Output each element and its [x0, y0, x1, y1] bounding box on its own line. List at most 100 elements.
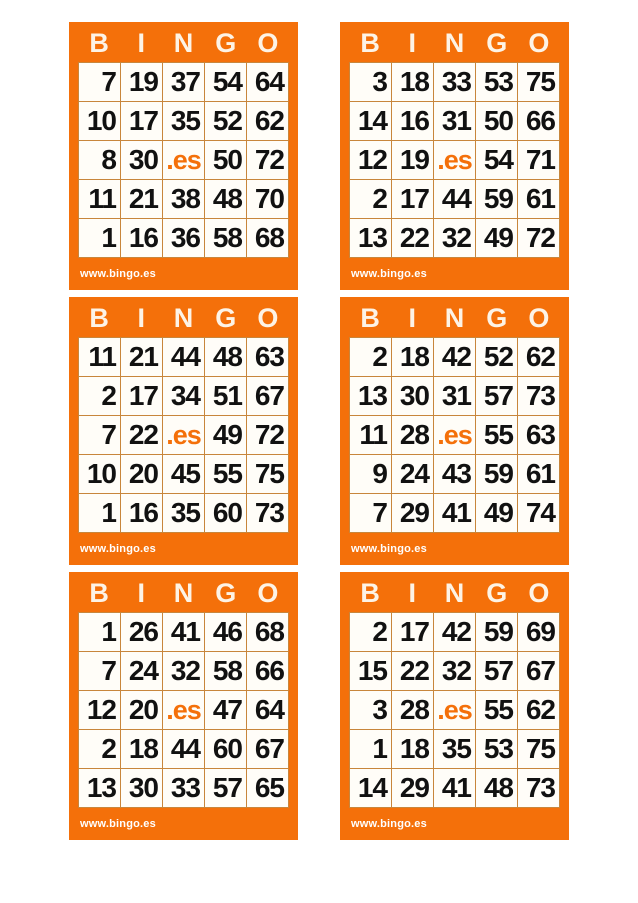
number-cell[interactable]: 71: [518, 141, 559, 179]
number-cell[interactable]: 49: [476, 494, 517, 532]
number-cell[interactable]: 67: [247, 730, 288, 768]
number-cell[interactable]: 17: [121, 377, 162, 415]
number-cell[interactable]: 24: [392, 455, 433, 493]
number-cell[interactable]: 11: [79, 338, 120, 376]
number-cell[interactable]: 28: [392, 691, 433, 729]
number-cell[interactable]: 64: [247, 63, 288, 101]
number-cell[interactable]: 1: [350, 730, 391, 768]
number-cell[interactable]: 30: [121, 769, 162, 807]
number-cell[interactable]: 54: [476, 141, 517, 179]
number-cell[interactable]: 48: [476, 769, 517, 807]
number-cell[interactable]: 49: [476, 219, 517, 257]
number-cell[interactable]: 75: [518, 730, 559, 768]
number-cell[interactable]: 10: [79, 455, 120, 493]
number-cell[interactable]: 21: [121, 338, 162, 376]
number-cell[interactable]: 57: [476, 377, 517, 415]
number-cell[interactable]: 30: [392, 377, 433, 415]
number-cell[interactable]: 51: [205, 377, 246, 415]
number-cell[interactable]: 17: [121, 102, 162, 140]
number-cell[interactable]: 46: [205, 613, 246, 651]
number-cell[interactable]: 72: [518, 219, 559, 257]
number-cell[interactable]: 11: [79, 180, 120, 218]
number-cell[interactable]: 1: [79, 494, 120, 532]
number-cell[interactable]: 54: [205, 63, 246, 101]
number-cell[interactable]: 14: [350, 769, 391, 807]
number-cell[interactable]: 20: [121, 691, 162, 729]
number-cell[interactable]: 62: [518, 691, 559, 729]
number-cell[interactable]: 19: [121, 63, 162, 101]
number-cell[interactable]: 73: [247, 494, 288, 532]
number-cell[interactable]: 73: [518, 769, 559, 807]
number-cell[interactable]: 44: [434, 180, 475, 218]
number-cell[interactable]: 12: [350, 141, 391, 179]
number-cell[interactable]: 3: [350, 691, 391, 729]
number-cell[interactable]: 12: [79, 691, 120, 729]
number-cell[interactable]: 72: [247, 141, 288, 179]
number-cell[interactable]: 75: [247, 455, 288, 493]
number-cell[interactable]: 58: [205, 652, 246, 690]
number-cell[interactable]: 67: [247, 377, 288, 415]
number-cell[interactable]: 70: [247, 180, 288, 218]
number-cell[interactable]: 55: [476, 691, 517, 729]
number-cell[interactable]: 68: [247, 613, 288, 651]
number-cell[interactable]: 41: [434, 494, 475, 532]
number-cell[interactable]: 57: [476, 652, 517, 690]
number-cell[interactable]: 7: [350, 494, 391, 532]
number-cell[interactable]: 32: [434, 219, 475, 257]
number-cell[interactable]: 18: [392, 730, 433, 768]
number-cell[interactable]: 34: [163, 377, 204, 415]
number-cell[interactable]: 57: [205, 769, 246, 807]
number-cell[interactable]: 62: [247, 102, 288, 140]
number-cell[interactable]: 36: [163, 219, 204, 257]
number-cell[interactable]: 2: [350, 338, 391, 376]
number-cell[interactable]: 72: [247, 416, 288, 454]
number-cell[interactable]: 13: [350, 219, 391, 257]
number-cell[interactable]: 55: [476, 416, 517, 454]
number-cell[interactable]: 32: [163, 652, 204, 690]
number-cell[interactable]: 28: [392, 416, 433, 454]
number-cell[interactable]: 2: [79, 377, 120, 415]
number-cell[interactable]: 10: [79, 102, 120, 140]
number-cell[interactable]: 1: [79, 219, 120, 257]
number-cell[interactable]: 50: [205, 141, 246, 179]
number-cell[interactable]: 62: [518, 338, 559, 376]
number-cell[interactable]: 2: [350, 613, 391, 651]
number-cell[interactable]: 41: [434, 769, 475, 807]
free-space-cell[interactable]: .es: [434, 416, 475, 454]
number-cell[interactable]: 33: [434, 63, 475, 101]
number-cell[interactable]: 8: [79, 141, 120, 179]
number-cell[interactable]: 32: [434, 652, 475, 690]
number-cell[interactable]: 2: [350, 180, 391, 218]
number-cell[interactable]: 24: [121, 652, 162, 690]
number-cell[interactable]: 49: [205, 416, 246, 454]
number-cell[interactable]: 75: [518, 63, 559, 101]
number-cell[interactable]: 13: [350, 377, 391, 415]
number-cell[interactable]: 58: [205, 219, 246, 257]
number-cell[interactable]: 33: [163, 769, 204, 807]
free-space-cell[interactable]: .es: [163, 691, 204, 729]
number-cell[interactable]: 29: [392, 494, 433, 532]
number-cell[interactable]: 7: [79, 652, 120, 690]
number-cell[interactable]: 9: [350, 455, 391, 493]
number-cell[interactable]: 61: [518, 180, 559, 218]
number-cell[interactable]: 44: [163, 338, 204, 376]
number-cell[interactable]: 15: [350, 652, 391, 690]
number-cell[interactable]: 18: [121, 730, 162, 768]
number-cell[interactable]: 16: [121, 219, 162, 257]
free-space-cell[interactable]: .es: [163, 141, 204, 179]
number-cell[interactable]: 18: [392, 338, 433, 376]
number-cell[interactable]: 63: [247, 338, 288, 376]
number-cell[interactable]: 37: [163, 63, 204, 101]
number-cell[interactable]: 35: [434, 730, 475, 768]
number-cell[interactable]: 31: [434, 102, 475, 140]
number-cell[interactable]: 19: [392, 141, 433, 179]
number-cell[interactable]: 43: [434, 455, 475, 493]
number-cell[interactable]: 38: [163, 180, 204, 218]
number-cell[interactable]: 1: [79, 613, 120, 651]
number-cell[interactable]: 35: [163, 494, 204, 532]
number-cell[interactable]: 26: [121, 613, 162, 651]
number-cell[interactable]: 7: [79, 416, 120, 454]
number-cell[interactable]: 52: [205, 102, 246, 140]
number-cell[interactable]: 53: [476, 730, 517, 768]
number-cell[interactable]: 59: [476, 613, 517, 651]
